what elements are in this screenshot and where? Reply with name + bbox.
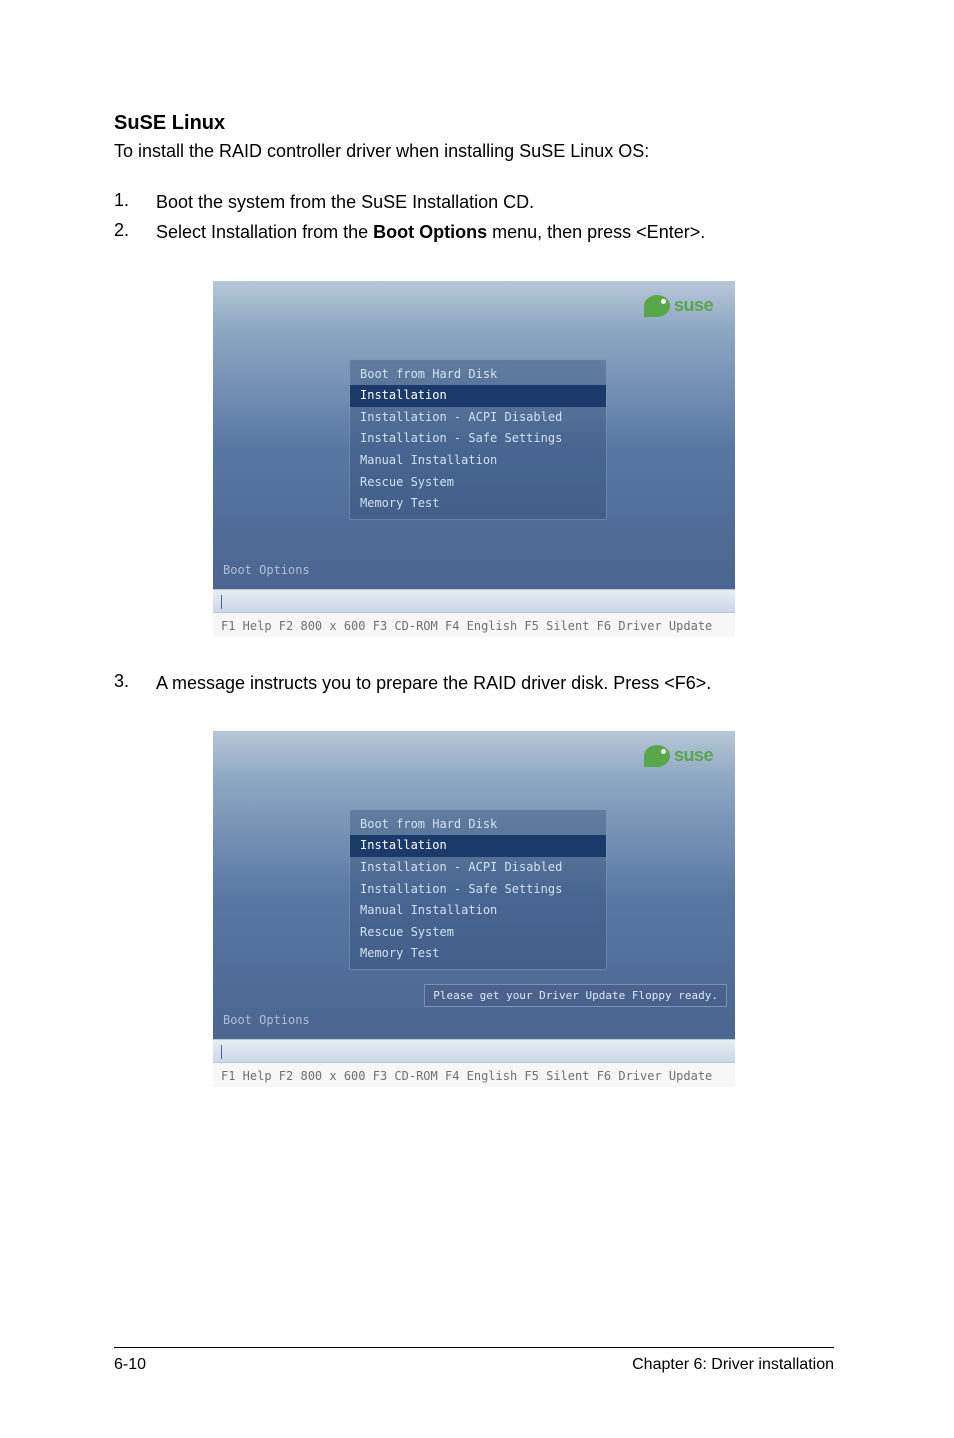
driver-floppy-message: Please get your Driver Update Floppy rea… xyxy=(424,984,727,1007)
menu-item-rescue[interactable]: Rescue System xyxy=(350,472,606,494)
fkey-bar: F1 Help F2 800 x 600 F3 CD-ROM F4 Englis… xyxy=(213,613,735,637)
suse-logo: suse xyxy=(644,295,713,317)
screenshot-1: suse Boot from Hard Disk Installation In… xyxy=(213,281,735,637)
menu-item-memtest[interactable]: Memory Test xyxy=(350,493,606,515)
menu-item-manual-install[interactable]: Manual Installation xyxy=(350,450,606,472)
boot-screen-upper: suse Boot from Hard Disk Installation In… xyxy=(213,731,735,1039)
menu-item-acpi-disabled[interactable]: Installation - ACPI Disabled xyxy=(350,857,606,879)
step-number: 1. xyxy=(114,190,156,214)
page-footer: 6-10 Chapter 6: Driver installation xyxy=(114,1347,834,1374)
gecko-icon xyxy=(644,295,670,317)
screenshot-2: suse Boot from Hard Disk Installation In… xyxy=(213,731,735,1087)
boot-menu: Boot from Hard Disk Installation Install… xyxy=(349,359,607,520)
boot-screen-upper: suse Boot from Hard Disk Installation In… xyxy=(213,281,735,589)
menu-item-safe-settings[interactable]: Installation - Safe Settings xyxy=(350,428,606,450)
suse-logo-text: suse xyxy=(674,295,713,316)
step-text: Boot the system from the SuSE Installati… xyxy=(156,190,534,214)
step-number: 2. xyxy=(114,220,156,244)
menu-item-installation[interactable]: Installation xyxy=(350,385,606,407)
chapter-title: Chapter 6: Driver installation xyxy=(632,1356,834,1374)
intro-text: To install the RAID controller driver wh… xyxy=(114,141,834,162)
step-text-pre: Select Installation from the xyxy=(156,222,373,242)
step-text-bold: Boot Options xyxy=(373,222,487,242)
menu-item-memtest[interactable]: Memory Test xyxy=(350,943,606,965)
step-2: 2. Select Installation from the Boot Opt… xyxy=(114,220,834,244)
step-text: Select Installation from the Boot Option… xyxy=(156,220,705,244)
page-number: 6-10 xyxy=(114,1356,146,1374)
boot-options-input[interactable] xyxy=(213,589,735,613)
section-heading: SuSE Linux xyxy=(114,112,834,135)
suse-logo-text: suse xyxy=(674,745,713,766)
menu-item-safe-settings[interactable]: Installation - Safe Settings xyxy=(350,879,606,901)
boot-options-label: Boot Options xyxy=(223,563,310,577)
boot-options-input[interactable] xyxy=(213,1039,735,1063)
gecko-icon xyxy=(644,745,670,767)
boot-menu: Boot from Hard Disk Installation Install… xyxy=(349,809,607,970)
step-text: A message instructs you to prepare the R… xyxy=(156,671,711,695)
screenshot-1-wrap: suse Boot from Hard Disk Installation In… xyxy=(114,281,834,637)
menu-item-rescue[interactable]: Rescue System xyxy=(350,922,606,944)
step-3: 3. A message instructs you to prepare th… xyxy=(114,671,834,695)
menu-item-manual-install[interactable]: Manual Installation xyxy=(350,900,606,922)
step-text-post: menu, then press <Enter>. xyxy=(487,222,705,242)
screenshot-2-wrap: suse Boot from Hard Disk Installation In… xyxy=(114,731,834,1087)
boot-options-label: Boot Options xyxy=(223,1013,310,1027)
suse-logo: suse xyxy=(644,745,713,767)
menu-item-acpi-disabled[interactable]: Installation - ACPI Disabled xyxy=(350,407,606,429)
step-number: 3. xyxy=(114,671,156,695)
fkey-bar: F1 Help F2 800 x 600 F3 CD-ROM F4 Englis… xyxy=(213,1063,735,1087)
menu-item-boot-hdd[interactable]: Boot from Hard Disk xyxy=(350,814,606,836)
menu-item-installation[interactable]: Installation xyxy=(350,835,606,857)
menu-item-boot-hdd[interactable]: Boot from Hard Disk xyxy=(350,364,606,386)
step-1: 1. Boot the system from the SuSE Install… xyxy=(114,190,834,214)
